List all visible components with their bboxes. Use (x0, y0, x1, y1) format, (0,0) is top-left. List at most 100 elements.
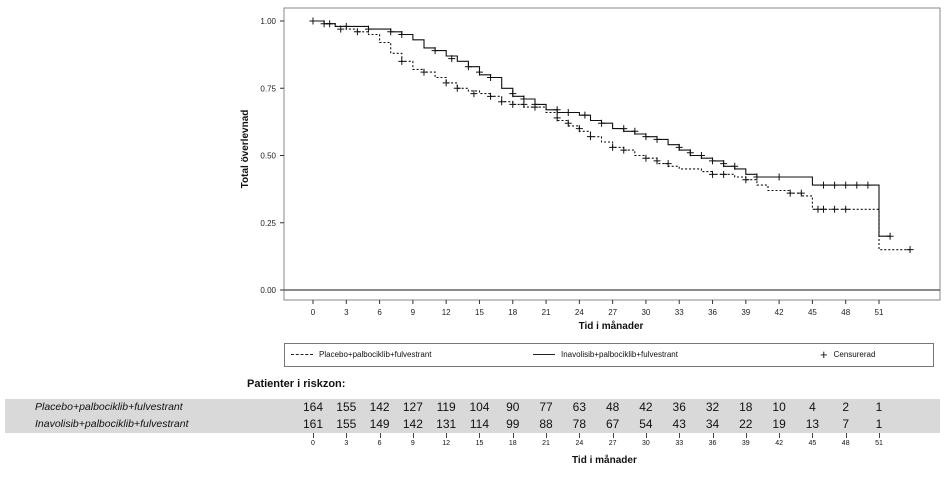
risk-count: 155 (336, 400, 357, 414)
risk-count: 34 (705, 417, 720, 431)
risk-count: 164 (302, 400, 324, 414)
censored-mark (442, 79, 450, 87)
risk-count: 1 (875, 417, 883, 431)
x-tick-label: 9 (411, 308, 416, 317)
legend-label-censored: Censurerad (833, 350, 876, 359)
risk-x-tick-label: 18 (508, 440, 517, 447)
censored-mark (586, 133, 594, 141)
risk-count: 78 (572, 417, 587, 431)
x-tick-label: 6 (377, 308, 382, 317)
risk-row-inavolisib: Inavolisib+palbociklib+fulvestrant 161 15… (5, 416, 940, 433)
risk-count: 1 (875, 400, 883, 414)
risk-count: 63 (572, 400, 587, 414)
risk-count: 104 (469, 400, 490, 414)
risk-x-axis-title: Tid i månader (572, 455, 637, 466)
y-tick-label: 0.25 (260, 219, 276, 228)
censored-mark (509, 90, 517, 98)
series-line-placebo (313, 20, 913, 251)
risk-x-tick-label: 42 (775, 440, 784, 447)
risk-count: 114 (469, 417, 490, 431)
censored-mark (553, 114, 561, 122)
legend: Placebo+palbociklib+fulvestrant Inavolis… (284, 343, 934, 367)
censored-mark (720, 160, 728, 168)
censored-mark (448, 55, 456, 63)
risk-x-tick-label: 15 (475, 440, 484, 447)
censored-mark (342, 22, 350, 30)
censored-mark (509, 100, 517, 108)
censored-mark (564, 119, 572, 127)
risk-count: 142 (402, 417, 423, 431)
censored-mark (675, 143, 683, 151)
censored-mark (686, 149, 694, 157)
x-tick-label: 45 (808, 308, 817, 317)
censored-mark (453, 84, 461, 92)
censored-mark (664, 160, 672, 168)
censored-mark (564, 108, 572, 116)
risk-count: 19 (772, 417, 786, 431)
x-tick-label: 36 (708, 308, 717, 317)
censored-mark (786, 189, 794, 197)
censored-mark (309, 17, 317, 25)
censored-mark (326, 20, 334, 28)
censored-mark (609, 143, 617, 151)
risk-x-tick (879, 433, 880, 438)
legend-item-inavolisib: Inavolisib+palbociklib+fulvestrant (533, 350, 678, 359)
censored-mark (653, 157, 661, 165)
x-tick-label: 39 (741, 308, 750, 317)
risk-x-tick-label: 0 (311, 440, 315, 447)
censored-mark (709, 157, 717, 165)
censored-mark (831, 205, 839, 213)
censored-mark (753, 173, 761, 181)
y-tick-label: 1.00 (260, 17, 276, 26)
risk-count: 22 (739, 417, 753, 431)
censored-mark (387, 28, 395, 36)
censored-mark (598, 119, 606, 127)
risk-x-tick (745, 433, 747, 438)
risk-count: 127 (402, 400, 423, 414)
risk-x-tick (479, 433, 481, 438)
risk-x-tick (612, 433, 614, 438)
censored-mark (642, 133, 650, 141)
censored-mark (620, 125, 628, 133)
censored-mark (906, 246, 914, 254)
risk-count: 2 (842, 400, 850, 414)
y-axis-title: Total överlevnad (240, 110, 251, 189)
x-tick-label: 18 (508, 308, 517, 317)
x-axis-title: Tid i månader (579, 320, 644, 332)
censored-mark (620, 146, 628, 154)
y-tick-label: 0.50 (260, 152, 276, 161)
legend-label-placebo: Placebo+palbociklib+fulvestrant (319, 350, 432, 359)
censored-mark (398, 30, 406, 38)
risk-x-tick (346, 433, 348, 438)
risk-x-tick-label: 39 (741, 440, 750, 447)
risk-count: 10 (772, 400, 786, 414)
x-tick-label: 24 (575, 308, 584, 317)
risk-count: 43 (672, 417, 686, 431)
risk-count: 90 (506, 400, 520, 414)
risk-x-tick (546, 433, 548, 438)
risk-count: 48 (605, 400, 620, 414)
risk-count: 18 (739, 400, 753, 414)
censored-mark (842, 181, 850, 189)
risk-count: 4 (809, 400, 816, 414)
x-tick-label: 51 (875, 308, 884, 317)
risk-x-tick-label: 51 (875, 440, 883, 447)
censored-mark (353, 28, 361, 36)
x-tick-label: 12 (442, 308, 451, 317)
risk-count: 42 (639, 400, 653, 414)
censored-mark (864, 181, 872, 189)
risk-x-tick (379, 433, 381, 438)
risk-table-title: Patienter i riskzon: (247, 378, 346, 390)
risk-count: 32 (705, 400, 720, 414)
censored-mark (775, 173, 783, 181)
risk-x-tick (679, 433, 681, 438)
risk-x-tick-label: 24 (575, 440, 584, 447)
censored-mark (487, 92, 495, 100)
risk-count: 131 (436, 417, 457, 431)
dashed-line-icon (291, 354, 313, 355)
risk-x-tick-label: 21 (542, 440, 550, 447)
censored-mark (581, 111, 589, 119)
risk-count: 54 (639, 417, 653, 431)
risk-x-tick-label: 9 (410, 440, 415, 447)
censored-mark (820, 205, 828, 213)
